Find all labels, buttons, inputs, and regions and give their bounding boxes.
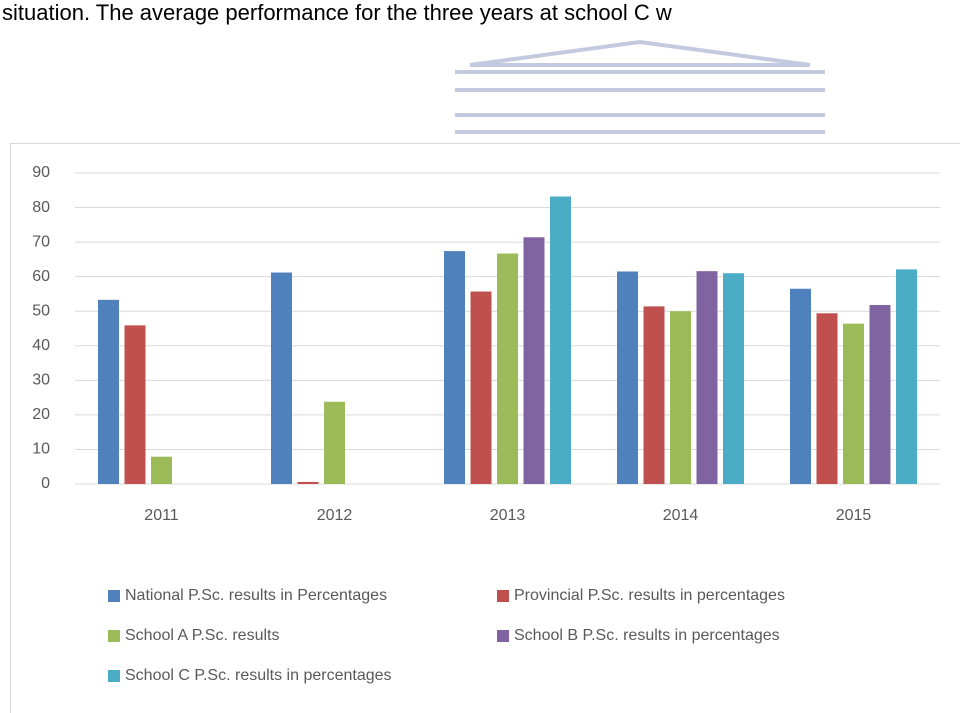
- bar: [843, 323, 864, 484]
- legend-label: Provincial P.Sc. results in percentages: [514, 587, 785, 604]
- bar: [324, 401, 345, 484]
- bar: [723, 273, 744, 484]
- y-tick-label: 40: [32, 337, 50, 354]
- legend-swatch: [108, 590, 120, 602]
- x-tick-label: 2013: [490, 507, 526, 524]
- bar: [617, 271, 638, 484]
- bar: [98, 299, 119, 484]
- bar: [816, 313, 838, 484]
- x-tick-label: 2014: [663, 507, 699, 524]
- legend-label: National P.Sc. results in Percentages: [125, 587, 387, 604]
- bar: [523, 237, 545, 484]
- x-tick-label: 2015: [836, 507, 872, 524]
- y-tick-label: 50: [32, 302, 50, 319]
- legend-swatch: [108, 670, 120, 682]
- legend-label: School A P.Sc. results: [125, 627, 279, 644]
- bar: [550, 196, 571, 484]
- y-tick-label: 10: [32, 441, 50, 458]
- y-tick-label: 20: [32, 406, 50, 423]
- legend-label: School B P.Sc. results in percentages: [514, 627, 780, 644]
- x-tick-label: 2011: [144, 507, 179, 524]
- y-tick-label: 30: [32, 372, 50, 389]
- bar: [297, 481, 319, 484]
- legend-swatch: [497, 630, 509, 642]
- legend-label: School C P.Sc. results in percentages: [125, 667, 392, 684]
- bar: [124, 325, 146, 484]
- bar: [670, 311, 691, 484]
- bar: [151, 456, 172, 484]
- y-tick-label: 60: [32, 268, 50, 285]
- bar: [271, 272, 292, 484]
- watermark: [455, 39, 825, 134]
- bar: [896, 269, 917, 484]
- chart-border: [10, 143, 960, 713]
- document-text: situation. The average performance for t…: [2, 0, 672, 25]
- y-tick-label: 90: [32, 164, 50, 181]
- bar: [470, 291, 492, 484]
- bar: [696, 271, 718, 484]
- bar: [497, 253, 518, 484]
- x-tick-label: 2012: [317, 507, 353, 524]
- legend-swatch: [497, 590, 509, 602]
- y-tick-label: 70: [32, 233, 50, 250]
- bar: [643, 306, 665, 484]
- bar: [869, 305, 891, 484]
- bar: [790, 288, 811, 484]
- legend-swatch: [108, 630, 120, 642]
- bar: [444, 251, 465, 484]
- y-tick-label: 0: [41, 475, 50, 492]
- y-tick-label: 80: [32, 199, 50, 216]
